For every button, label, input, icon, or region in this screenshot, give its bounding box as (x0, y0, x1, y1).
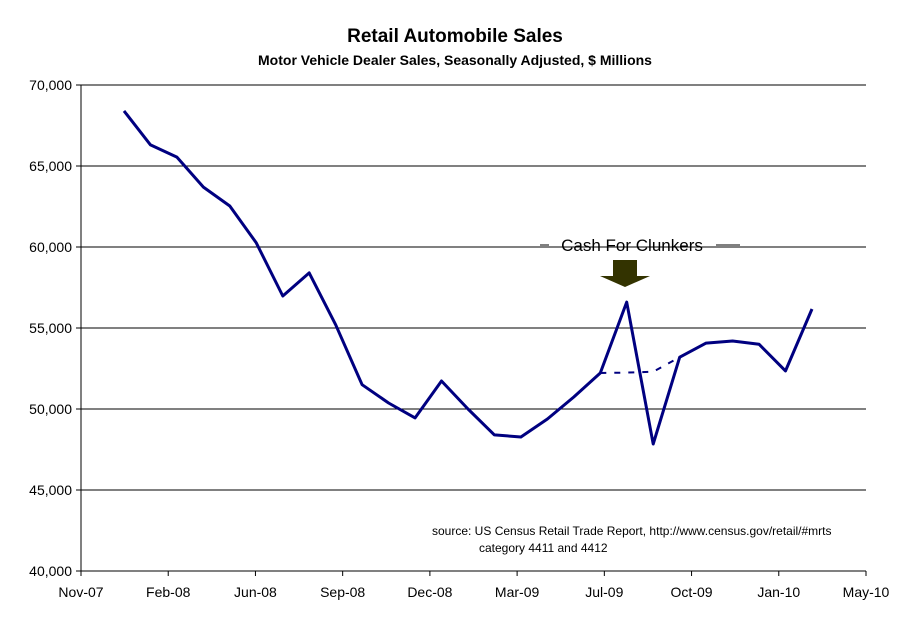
y-tick-label: 50,000 (29, 401, 72, 417)
x-tick-label: Sep-08 (320, 584, 365, 600)
sales-line (122, 109, 814, 446)
x-tick-label: Jan-10 (757, 584, 800, 600)
x-tick-label: Feb-08 (146, 584, 191, 600)
y-tick-label: 60,000 (29, 239, 72, 255)
x-tick-label: Mar-09 (495, 584, 540, 600)
annotation-label: Cash For Clunkers (561, 236, 703, 255)
y-tick-label: 45,000 (29, 482, 72, 498)
y-tick-label: 70,000 (29, 77, 72, 93)
source-line-2: category 4411 and 4412 (479, 541, 608, 555)
y-tick-label: 65,000 (29, 158, 72, 174)
chart-subtitle: Motor Vehicle Dealer Sales, Seasonally A… (258, 52, 652, 68)
arrow-down-icon (600, 260, 650, 287)
x-tick-label: Jul-09 (585, 584, 623, 600)
y-tick-label: 40,000 (29, 563, 72, 579)
x-tick-label: May-10 (843, 584, 890, 600)
chart-title: Retail Automobile Sales (347, 26, 563, 47)
y-tick-label: 55,000 (29, 320, 72, 336)
x-tick-label: Jun-08 (234, 584, 277, 600)
x-tick-label: Nov-07 (58, 584, 103, 600)
x-tick-label: Dec-08 (407, 584, 452, 600)
x-tick-label: Oct-09 (671, 584, 713, 600)
source-line-1: source: US Census Retail Trade Report, h… (432, 524, 832, 538)
